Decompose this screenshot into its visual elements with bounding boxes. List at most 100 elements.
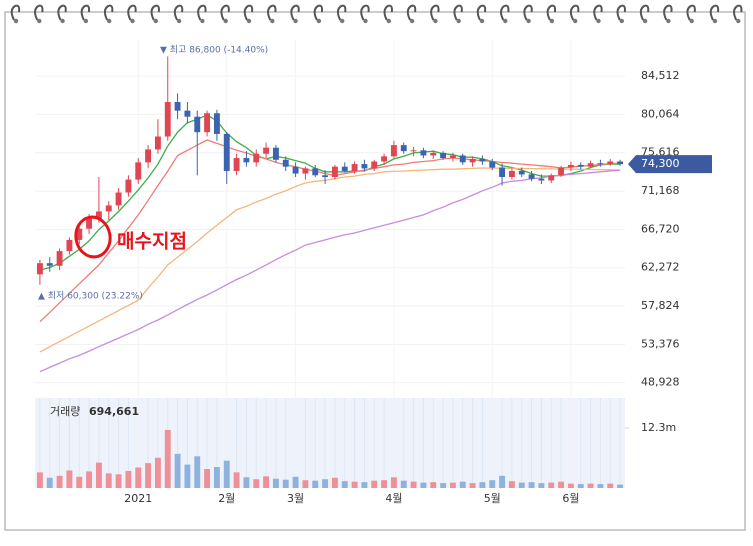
volume-bar [312, 480, 319, 488]
ring [476, 4, 487, 21]
volume-bar [272, 478, 279, 488]
volume-bar [253, 479, 260, 488]
candle-body [105, 205, 112, 212]
ring [290, 4, 300, 21]
ring [709, 4, 720, 21]
ring-hole [130, 18, 135, 24]
volume-bar [558, 481, 565, 488]
ring [150, 4, 160, 21]
ring-hole [433, 18, 438, 24]
ring-hole [176, 18, 182, 24]
candle-body [607, 161, 614, 165]
candle-body [312, 168, 319, 176]
candle-body [76, 228, 83, 240]
volume-bar [499, 475, 506, 488]
candle-body [204, 113, 211, 133]
ring [663, 4, 673, 21]
volume-bar [223, 460, 230, 488]
candle-body [440, 152, 447, 159]
x-tick-label: 4월 [385, 492, 402, 505]
candle-body [233, 158, 240, 171]
ring-hole [153, 18, 158, 24]
ring [686, 4, 696, 21]
volume-bar [449, 482, 456, 488]
volume-bar [302, 480, 309, 488]
candle-body [617, 161, 624, 165]
volume-bar [459, 481, 466, 488]
moving-averages [39, 114, 621, 373]
candle-body [302, 168, 309, 174]
ring-hole [736, 18, 741, 24]
volume-bar [105, 473, 112, 488]
candle-body [36, 263, 43, 275]
volume-bar [430, 482, 437, 488]
x-tick-label: 5월 [484, 492, 501, 505]
candle-body [371, 161, 378, 169]
candle-body [469, 158, 476, 163]
ring-hole [340, 18, 345, 24]
volume-bar [381, 480, 388, 488]
volume-bar [351, 481, 358, 488]
ring-hole [13, 18, 19, 24]
volume-bar [115, 474, 122, 488]
volume-bar [617, 484, 624, 488]
candle-body [381, 156, 388, 162]
spiral-rings [10, 4, 743, 24]
candle-body [154, 136, 161, 150]
ring [57, 4, 67, 21]
candle-body [213, 113, 220, 134]
volume-bar [420, 482, 427, 488]
candle-body [518, 170, 525, 175]
volume-bar [213, 467, 220, 488]
volume-bar [341, 481, 348, 488]
moving-average [39, 167, 621, 353]
ring-hole [712, 18, 718, 24]
y-tick-label: 84,512 [641, 69, 680, 82]
candle-body [400, 145, 407, 152]
volume-bar [548, 482, 555, 488]
moving-average [39, 139, 621, 323]
volume-bar [292, 476, 299, 488]
ring [430, 4, 440, 21]
candle-body [528, 174, 535, 179]
candle-body [351, 164, 358, 171]
candle-body [449, 155, 456, 159]
candle-body [282, 159, 289, 167]
volume-bar [204, 468, 211, 488]
volume-bar [86, 471, 93, 488]
volume-bar [66, 470, 73, 488]
ring-hole [549, 18, 555, 24]
last-price-tag [628, 155, 712, 174]
volume-bar [440, 483, 447, 488]
candle-body [331, 166, 338, 178]
ring-hole [526, 18, 531, 24]
candle-body [499, 167, 506, 178]
candle-body [164, 102, 171, 137]
ring [336, 4, 347, 21]
candle-body [263, 147, 270, 154]
ring [406, 4, 417, 21]
ring-hole [666, 18, 671, 24]
ring [639, 4, 650, 21]
ring [173, 4, 184, 21]
volume-bar [331, 477, 338, 488]
ring-hole [246, 18, 252, 24]
candle-body [46, 263, 53, 266]
volume-bar [243, 477, 250, 488]
volume-bar [371, 480, 378, 488]
moving-average [39, 169, 621, 373]
volume-bar [528, 482, 535, 488]
candle-body [479, 158, 486, 162]
ring [197, 4, 207, 21]
candle-body [66, 239, 73, 252]
volume-bar [194, 456, 201, 488]
last-price-label: 74,300 [641, 157, 680, 170]
candle-body [420, 150, 427, 156]
candle-body [508, 170, 515, 178]
low-annotation: ▲ 최저 60,300 (23.22%) [38, 291, 143, 302]
candle-body [135, 162, 142, 180]
y-tick-label: 66,720 [641, 222, 680, 235]
volume-bar [135, 467, 142, 488]
ring [360, 4, 370, 21]
x-tick-label: 2월 [218, 492, 235, 505]
